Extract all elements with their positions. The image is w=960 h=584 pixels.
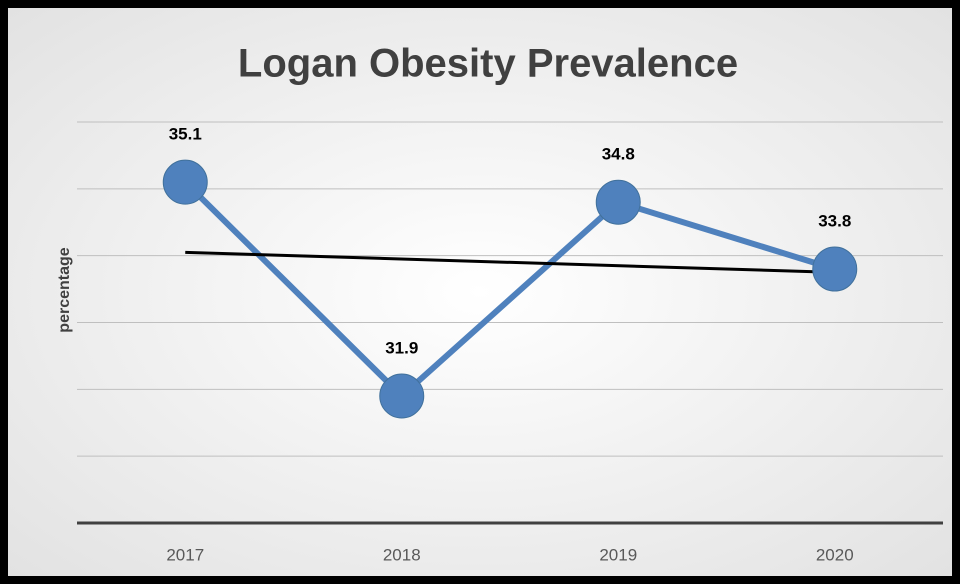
x-tick-label: 2020 [816,545,854,564]
x-tick-label: 2018 [383,545,421,564]
data-label: 34.8 [602,145,635,164]
data-label: 31.9 [385,339,418,358]
chart-title: Logan Obesity Prevalence [238,42,738,86]
data-point [812,246,858,292]
x-tick-label: 2019 [599,545,637,564]
y-axis-label: percentage [56,247,73,332]
data-point [595,179,641,225]
data-point [162,159,208,205]
data-point [379,373,425,419]
series-line [183,180,836,400]
data-label: 33.8 [818,212,851,231]
x-tick-label: 2017 [166,545,204,564]
trendline [185,250,835,274]
data-label: 35.1 [169,125,202,144]
